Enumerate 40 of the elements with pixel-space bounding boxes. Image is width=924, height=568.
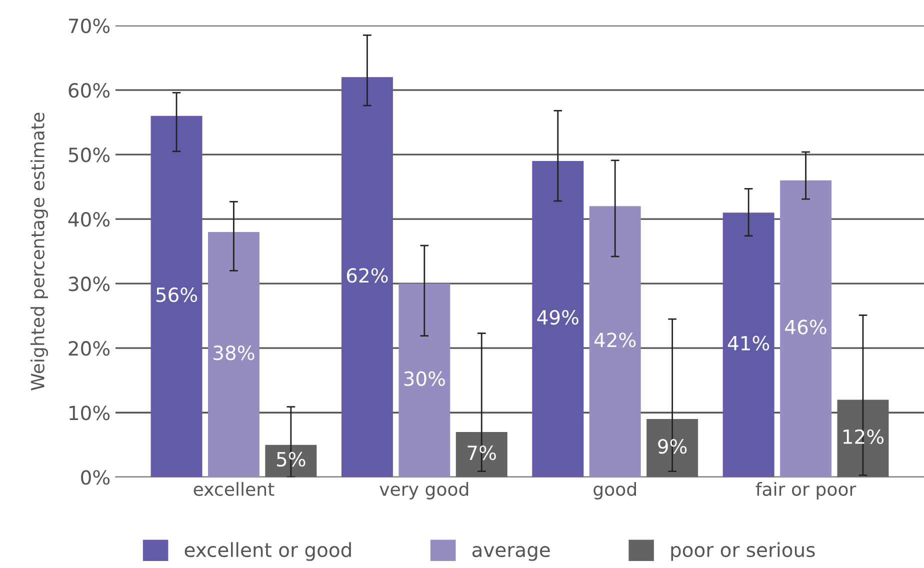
y-tick-label: 50% [68,148,110,162]
data-label: 56% [156,287,198,302]
bar [532,161,584,478]
y-tick-label: 60% [68,83,110,98]
data-label: 9% [658,439,687,454]
data-label: 38% [214,345,254,360]
bar [722,212,774,478]
bar [208,232,260,478]
data-label: 41% [728,336,770,351]
x-tick-label: fair or poor [756,482,856,500]
bar [837,400,889,478]
y-tick-label: 20% [68,341,110,356]
y-axis-title: Weighted percentage estimate [30,112,48,390]
y-tick-label: 30% [68,276,110,292]
legend-label: excellent or good [184,542,351,561]
x-tick-label: excellent [194,482,274,496]
bar [456,432,508,478]
bar [265,444,317,478]
data-label: 46% [785,320,826,334]
bar [589,206,641,478]
bar [150,116,202,478]
data-label: 7% [468,445,496,460]
x-tick-label: very good [380,482,468,500]
y-tick-label: 70% [69,18,110,34]
y-tick-label: 40% [68,212,110,227]
y-tick-label: 0% [81,470,110,485]
bar [780,180,832,478]
x-tick-label: good [594,482,636,500]
data-label: 5% [277,452,306,467]
bar [341,77,393,478]
bar [398,284,450,478]
data-label: 62% [346,268,388,283]
y-tick-label: 10% [70,406,110,420]
legend-label: poor or serious [671,542,815,561]
data-label: 12% [844,429,884,444]
data-label: 49% [537,310,578,325]
data-label: 42% [594,332,636,348]
legend-label: average [472,546,550,561]
data-label: 30% [404,371,445,386]
bar [646,419,698,478]
